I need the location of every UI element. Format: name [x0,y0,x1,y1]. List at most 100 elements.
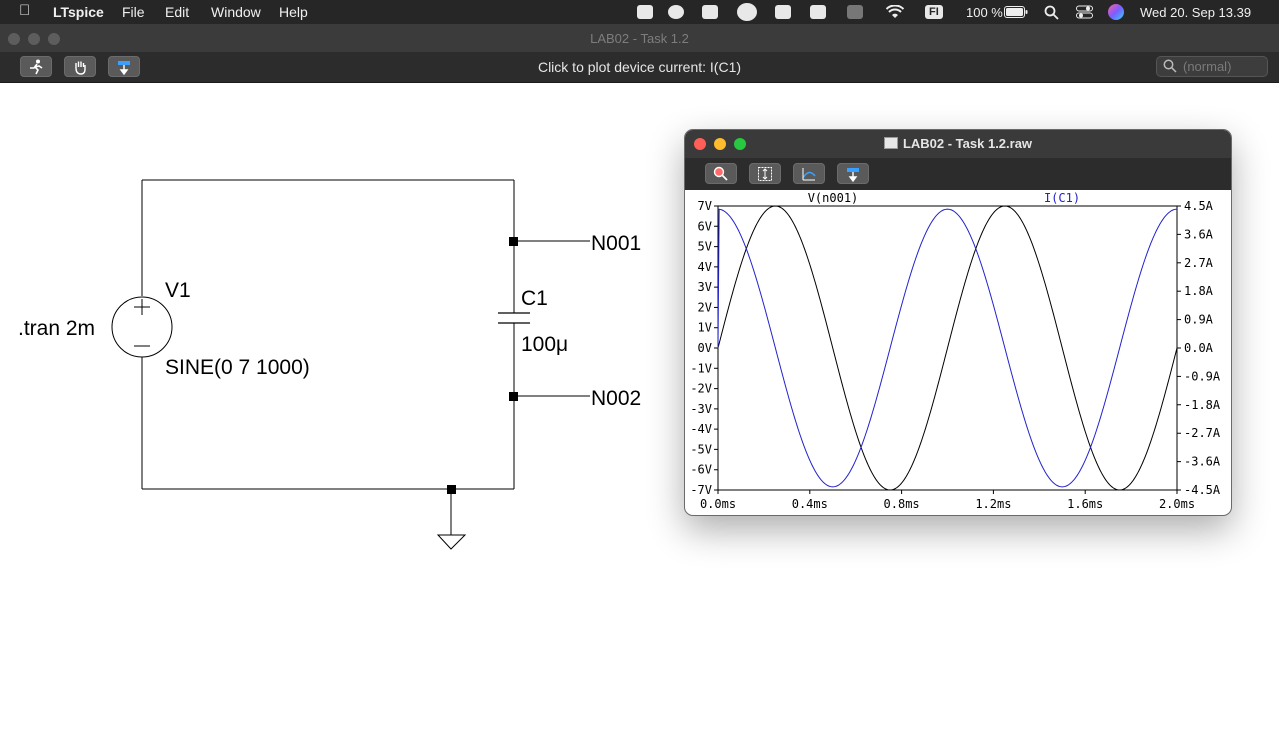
control-center-icon[interactable] [1076,3,1093,21]
left-tick-label: -1V [690,361,712,375]
run-icon [30,59,43,74]
window-title: LAB02 - Task 1.2 [590,31,689,46]
search-field[interactable]: (normal) [1156,56,1268,77]
x-tick-label: 1.6ms [1067,497,1103,511]
right-tick-label: 2.7A [1184,256,1214,270]
x-tick-label: 0.4ms [792,497,828,511]
voltage-source-v1[interactable] [111,296,173,358]
run-button[interactable] [20,56,52,77]
right-tick-label: 0.0A [1184,341,1214,355]
waveform-zoom-button[interactable] [734,138,746,150]
menu-file[interactable]: File [122,4,145,20]
siri-icon[interactable] [1108,3,1124,21]
left-tick-label: -5V [690,442,712,456]
cap-value[interactable]: 100μ [521,333,568,356]
ground-symbol[interactable] [436,485,467,550]
input-language-badge[interactable]: FI [925,3,943,21]
battery-icon[interactable] [1004,3,1028,21]
left-tick-label: 4V [698,260,712,274]
main-toolbar: Click to plot device current: I(C1) (nor… [0,53,1279,83]
zoom-area-button[interactable] [705,163,737,184]
waveform-close-button[interactable] [694,138,706,150]
left-tick-label: -4V [690,422,712,436]
waveform-titlebar: LAB02 - Task 1.2.raw [685,130,1231,158]
tran-directive[interactable]: .tran 2m [18,317,95,340]
right-tick-label: -4.5A [1184,483,1221,497]
net-node-n001[interactable] [509,237,518,246]
waveform-window[interactable]: LAB02 - Task 1.2.raw 7V 6V 5V 4V 3V 2V 1V 0V -1V… [684,129,1232,516]
menu-bar:  LTspice File Edit Window Help FI 100 %… [0,0,1279,24]
left-tick-label: -2V [690,382,712,396]
hand-icon [75,61,86,75]
waveform-title: LAB02 - Task 1.2.raw [902,136,1033,151]
left-tick-label: 3V [698,280,712,294]
spotlight-search-icon[interactable] [1044,3,1059,21]
left-tick-label: 1V [698,321,712,335]
right-tick-label: 1.8A [1184,284,1214,298]
status-icon-a[interactable] [637,3,653,21]
x-tick-label: 0.8ms [884,497,920,511]
left-tick-label: 0V [698,341,712,355]
schematic: .tran 2m V1 SINE(0 7 1000) C1 100μ N001 … [18,179,641,550]
probe-icon [118,60,130,75]
waveform-plot[interactable]: 7V 6V 5V 4V 3V 2V 1V 0V -1V -2V -3V -4V -5V -6V -7V 4.5… [685,190,1231,516]
wave-probe-button[interactable] [837,163,869,184]
probe-button[interactable] [108,56,140,77]
status-icon-c[interactable] [702,3,718,21]
sidebar-icon[interactable] [775,3,791,21]
left-tick-label: -7V [690,483,712,497]
autorange-icon [758,166,772,181]
search-placeholder: (normal) [1183,59,1232,74]
status-icon-b[interactable] [668,3,684,21]
right-tick-label: -1.8A [1184,398,1221,412]
zoom-icon [713,166,728,181]
status-message: Click to plot device current: I(C1) [537,59,742,75]
cap-name[interactable]: C1 [521,287,548,310]
right-tick-label: 4.5A [1184,199,1214,213]
right-tick-label: -3.6A [1184,455,1221,469]
pan-button[interactable] [64,56,96,77]
waveform-toolbar [685,158,1231,190]
autorange-button[interactable] [749,163,781,184]
main-window-titlebar: LAB02 - Task 1.2 [0,24,1279,53]
net-node-n002[interactable] [509,392,518,401]
left-tick-label: -3V [690,402,712,416]
capacitor-c1[interactable] [498,312,530,324]
window-icon[interactable] [810,3,826,21]
x-tick-label: 2.0ms [1159,497,1195,511]
left-tick-label: 6V [698,219,712,233]
source-value[interactable]: SINE(0 7 1000) [165,356,310,379]
right-tick-label: 3.6A [1184,227,1214,241]
source-name[interactable]: V1 [165,279,191,302]
left-tick-label: 2V [698,300,712,314]
zoom-button[interactable] [48,33,60,45]
audio-icon[interactable] [737,3,757,21]
battery-percent: 100 % [966,4,1003,20]
waveform-minimize-button[interactable] [714,138,726,150]
apple-icon[interactable]:  [19,2,30,19]
minimize-button[interactable] [28,33,40,45]
menu-edit[interactable]: Edit [165,4,190,20]
close-button[interactable] [8,33,20,45]
search-icon [1163,59,1177,73]
net-label-n001[interactable]: N001 [591,232,641,255]
right-tick-label: -2.7A [1184,426,1221,440]
raw-file-icon [883,137,898,149]
menu-window[interactable]: Window [211,4,261,20]
legend-v-n001-: V(n001) [808,191,859,205]
menu-help[interactable]: Help [279,4,308,20]
trace-v-n001- [717,205,1178,491]
net-label-n002[interactable]: N002 [591,387,641,410]
clock[interactable]: Wed 20. Sep 13.39 [1140,4,1252,20]
wifi-icon[interactable] [886,3,904,21]
delete-trace-button[interactable] [793,163,825,184]
x-tick-label: 1.2ms [975,497,1011,511]
trace-i-c1- [717,208,1178,488]
stage-manager-icon[interactable] [847,3,863,21]
x-tick-label: 0.0ms [700,497,736,511]
left-tick-label: -6V [690,463,712,477]
left-tick-label: 7V [698,199,712,213]
probe-icon [847,167,859,182]
menu-app-name[interactable]: LTspice [53,4,104,20]
left-tick-label: 5V [698,240,712,254]
